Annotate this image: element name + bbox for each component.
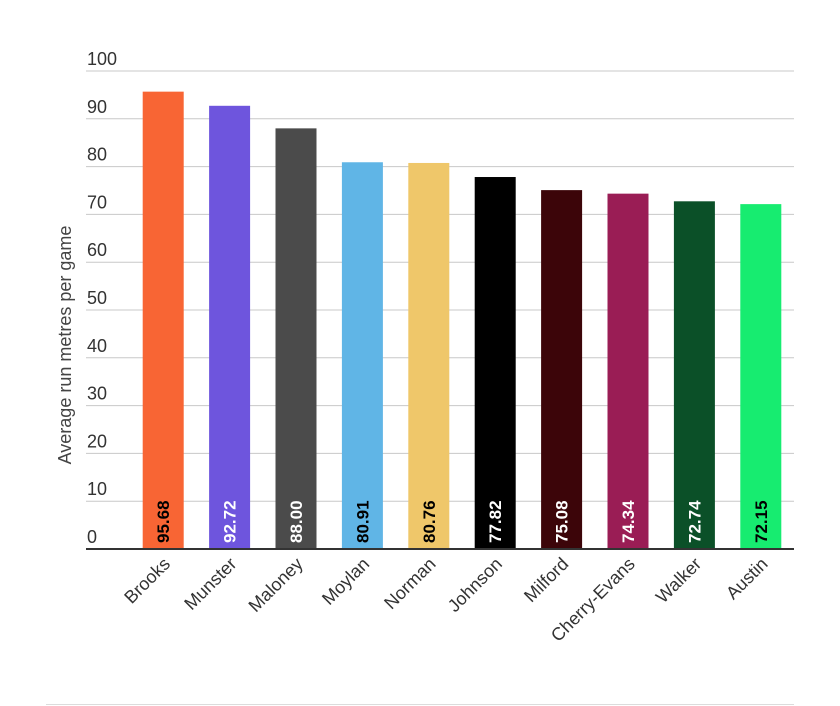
bar-austin (740, 204, 782, 550)
x-category-label: Norman (380, 554, 439, 613)
x-category-label: Munster (180, 554, 240, 614)
bar-value-label: 75.08 (553, 500, 572, 543)
bar-value-label: 74.34 (619, 500, 638, 543)
x-category-label: Milford (520, 554, 572, 606)
bar-value-label: 77.82 (486, 500, 505, 543)
x-category-label: Walker (652, 554, 705, 607)
x-category-label: Moylan (318, 554, 373, 609)
y-tick-label: 20 (87, 431, 107, 451)
bar-value-label: 72.15 (752, 500, 771, 543)
y-tick-label: 70 (87, 192, 107, 212)
x-category-label: Maloney (245, 554, 307, 616)
bar-value-label: 72.74 (685, 500, 704, 543)
x-category-label: Johnson (444, 554, 506, 616)
y-tick-labels: 0 10 20 30 40 50 60 70 80 90 100 (87, 49, 117, 547)
y-tick-label: 40 (87, 336, 107, 356)
bar-milford (541, 190, 583, 549)
y-axis-title: Average run metres per game (55, 226, 75, 465)
bar-brooks (142, 91, 184, 549)
y-tick-label: 10 (87, 479, 107, 499)
bar-johnson (474, 177, 516, 550)
bar-value-label: 80.91 (353, 500, 372, 543)
bar-value-label: 95.68 (154, 500, 173, 543)
bar-munster (209, 105, 251, 549)
y-tick-label: 0 (87, 527, 97, 547)
bar-cherry-evans (607, 193, 649, 550)
bar-value-label: 88.00 (287, 500, 306, 543)
x-category-labels: Brooks Munster Maloney Moylan Norman Johnson M… (120, 554, 771, 646)
x-category-label: Brooks (120, 554, 174, 608)
y-tick-label: 30 (87, 384, 107, 404)
bar-moylan (341, 162, 383, 550)
bar-value-label: 92.72 (221, 500, 240, 543)
bottom-divider (46, 704, 794, 705)
y-tick-label: 60 (87, 240, 107, 260)
y-tick-label: 100 (87, 49, 117, 69)
bar-maloney (275, 128, 317, 550)
y-tick-label: 90 (87, 97, 107, 117)
y-tick-label: 80 (87, 145, 107, 165)
bar-walker (673, 201, 715, 549)
bar-norman (408, 162, 450, 549)
y-tick-label: 50 (87, 288, 107, 308)
x-category-label: Austin (722, 554, 772, 604)
bar-value-label: 80.76 (420, 500, 439, 543)
bars: 95.68 92.72 88.00 80.91 80.76 77.82 75.08 74.34… (142, 91, 782, 550)
